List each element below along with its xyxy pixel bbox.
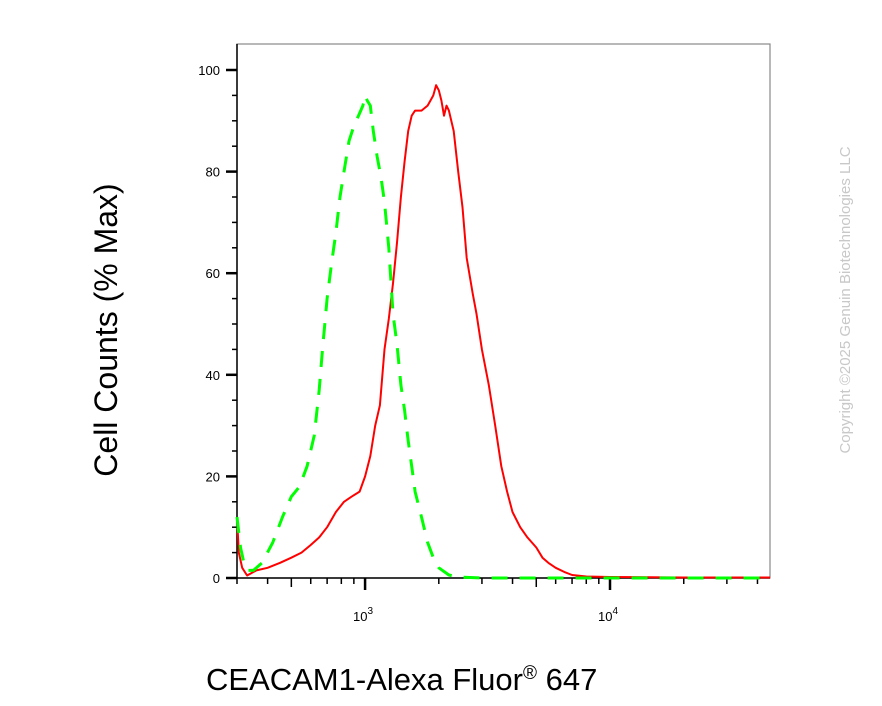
plot-frame	[236, 43, 771, 579]
y-axis: 0 20 40 60 80 100	[198, 44, 238, 586]
y-axis-title: Cell Counts (% Max)	[88, 183, 124, 476]
y-tick-label: 100	[198, 63, 220, 78]
x-axis-title-superscript: ®	[523, 663, 537, 684]
series-layer	[235, 84, 770, 580]
x-tick-label: 103	[353, 606, 373, 624]
x-axis-title-main: CEACAM1-Alexa Fluor	[206, 662, 523, 697]
y-tick-label: 0	[213, 571, 220, 586]
y-tick-label: 40	[206, 368, 220, 383]
x-axis-title: CEACAM1-Alexa Fluor® 647	[206, 662, 597, 697]
y-tick-label: 80	[206, 165, 220, 180]
copyright-watermark: Copyright ©2025 Genuin Biotechnologies L…	[837, 146, 854, 453]
series-line-solid	[236, 84, 770, 579]
y-tick-label: 20	[206, 469, 220, 484]
x-axis: 103 104	[236, 577, 770, 624]
y-tick-label: 60	[206, 266, 220, 281]
series-line-dashed	[235, 93, 770, 580]
x-tick-label: 104	[598, 606, 618, 624]
x-axis-title-suffix: 647	[537, 662, 597, 697]
